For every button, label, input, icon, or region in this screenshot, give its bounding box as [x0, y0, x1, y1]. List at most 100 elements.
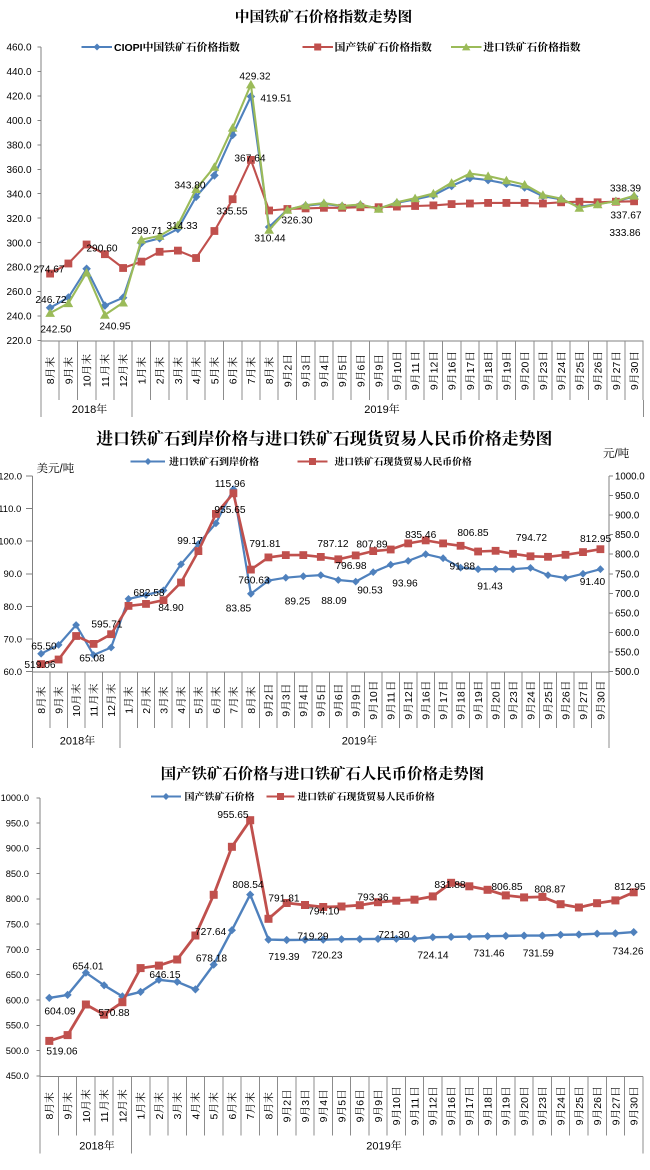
svg-text:8: 8: [246, 708, 258, 714]
svg-text:314.33: 314.33: [166, 221, 197, 232]
svg-text:650.0: 650.0: [615, 608, 640, 619]
svg-text:6: 6: [227, 1114, 239, 1120]
svg-text:793.36: 793.36: [357, 893, 388, 904]
svg-text:19: 19: [473, 691, 485, 703]
svg-text:724.14: 724.14: [417, 951, 448, 962]
svg-text:9: 9: [491, 714, 503, 720]
svg-text:731.46: 731.46: [473, 949, 504, 960]
svg-text:27: 27: [578, 691, 590, 703]
svg-text:2018: 2018: [79, 1140, 103, 1152]
svg-text:734.26: 734.26: [612, 947, 643, 958]
svg-text:2018: 2018: [72, 404, 96, 416]
svg-text:280.0: 280.0: [7, 263, 32, 274]
svg-text:4: 4: [318, 1100, 330, 1106]
svg-text:787.12: 787.12: [317, 539, 348, 550]
svg-text:955.65: 955.65: [217, 810, 248, 821]
svg-text:7: 7: [228, 708, 240, 714]
svg-text:12: 12: [428, 1097, 440, 1109]
svg-text:9: 9: [611, 384, 623, 390]
svg-text:3: 3: [301, 365, 313, 371]
svg-text:6: 6: [211, 708, 223, 714]
svg-text:115.96: 115.96: [215, 479, 246, 490]
svg-text:70.0: 70.0: [4, 634, 23, 645]
svg-text:360.0: 360.0: [7, 165, 32, 176]
svg-text:9: 9: [501, 1119, 513, 1125]
svg-text:794.10: 794.10: [308, 906, 339, 917]
svg-text:30: 30: [629, 362, 641, 374]
svg-text:5: 5: [209, 1114, 221, 1120]
svg-text:440.0: 440.0: [7, 67, 32, 78]
svg-text:10: 10: [391, 1097, 403, 1109]
svg-text:19: 19: [501, 362, 513, 374]
svg-text:10: 10: [71, 705, 83, 717]
svg-text:2019: 2019: [342, 735, 366, 747]
svg-text:850.0: 850.0: [6, 869, 29, 879]
svg-text:727.64: 727.64: [195, 927, 226, 938]
svg-text:9: 9: [355, 1116, 367, 1122]
svg-text:700.0: 700.0: [615, 589, 640, 600]
svg-text:9: 9: [318, 1116, 330, 1122]
svg-text:400.0: 400.0: [7, 116, 32, 127]
svg-text:333.86: 333.86: [609, 228, 640, 239]
svg-text:380.0: 380.0: [7, 140, 32, 151]
svg-text:808.87: 808.87: [534, 885, 565, 896]
svg-text:290.60: 290.60: [86, 244, 117, 255]
svg-text:310.44: 310.44: [254, 234, 285, 245]
svg-text:9: 9: [464, 1119, 476, 1125]
svg-text:9: 9: [298, 711, 310, 717]
svg-text:646.15: 646.15: [149, 970, 180, 981]
svg-text:340.0: 340.0: [7, 189, 32, 200]
svg-text:8: 8: [263, 1114, 275, 1120]
svg-text:1: 1: [136, 1114, 148, 1120]
svg-text:17: 17: [464, 1097, 476, 1109]
svg-text:9: 9: [282, 381, 294, 387]
svg-text:807.89: 807.89: [356, 540, 387, 551]
svg-text:5: 5: [336, 1100, 348, 1106]
svg-text:83.85: 83.85: [226, 603, 252, 614]
svg-text:/: /: [615, 448, 619, 460]
svg-text:2: 2: [263, 694, 275, 700]
svg-text:30: 30: [629, 1097, 641, 1109]
svg-text:794.72: 794.72: [516, 533, 547, 544]
svg-text:260.0: 260.0: [7, 287, 32, 298]
svg-text:604.09: 604.09: [44, 1007, 75, 1018]
svg-text:88.09: 88.09: [321, 596, 347, 607]
svg-text:6: 6: [333, 694, 345, 700]
svg-text:450.0: 450.0: [6, 1071, 29, 1081]
svg-text:242.50: 242.50: [40, 325, 71, 336]
svg-text:12: 12: [118, 375, 130, 387]
svg-text:11: 11: [409, 1098, 421, 1109]
svg-text:18: 18: [483, 362, 495, 374]
svg-text:10: 10: [368, 691, 380, 703]
svg-text:1: 1: [136, 378, 148, 384]
svg-text:11: 11: [99, 1111, 111, 1122]
svg-text:91.40: 91.40: [580, 577, 606, 588]
svg-text:9: 9: [483, 1119, 495, 1125]
svg-text:10: 10: [82, 375, 94, 387]
svg-text:519.06: 519.06: [46, 1047, 77, 1058]
svg-text:220.0: 220.0: [7, 336, 32, 347]
svg-text:9: 9: [351, 711, 363, 717]
svg-text:791.81: 791.81: [268, 894, 299, 905]
svg-text:9: 9: [560, 714, 572, 720]
svg-text:9: 9: [428, 1119, 440, 1125]
svg-text:338.39: 338.39: [610, 183, 641, 194]
svg-text:3: 3: [173, 378, 185, 384]
svg-text:4: 4: [190, 1114, 202, 1120]
svg-text:9: 9: [301, 381, 313, 387]
svg-text:654.01: 654.01: [72, 962, 103, 973]
svg-text:9: 9: [403, 714, 415, 720]
svg-text:246.72: 246.72: [35, 295, 66, 306]
svg-text:6: 6: [355, 365, 367, 371]
svg-text:65.08: 65.08: [79, 654, 105, 665]
svg-text:9: 9: [421, 714, 433, 720]
svg-text:419.51: 419.51: [260, 94, 291, 105]
svg-text:8: 8: [45, 378, 57, 384]
svg-text:8: 8: [264, 378, 276, 384]
svg-text:500.0: 500.0: [6, 1046, 29, 1056]
svg-text:1000.0: 1000.0: [615, 472, 645, 483]
svg-text:9: 9: [63, 378, 75, 384]
svg-text:9: 9: [556, 1119, 568, 1125]
svg-text:335.55: 335.55: [216, 207, 247, 218]
svg-text:9: 9: [537, 1119, 549, 1125]
